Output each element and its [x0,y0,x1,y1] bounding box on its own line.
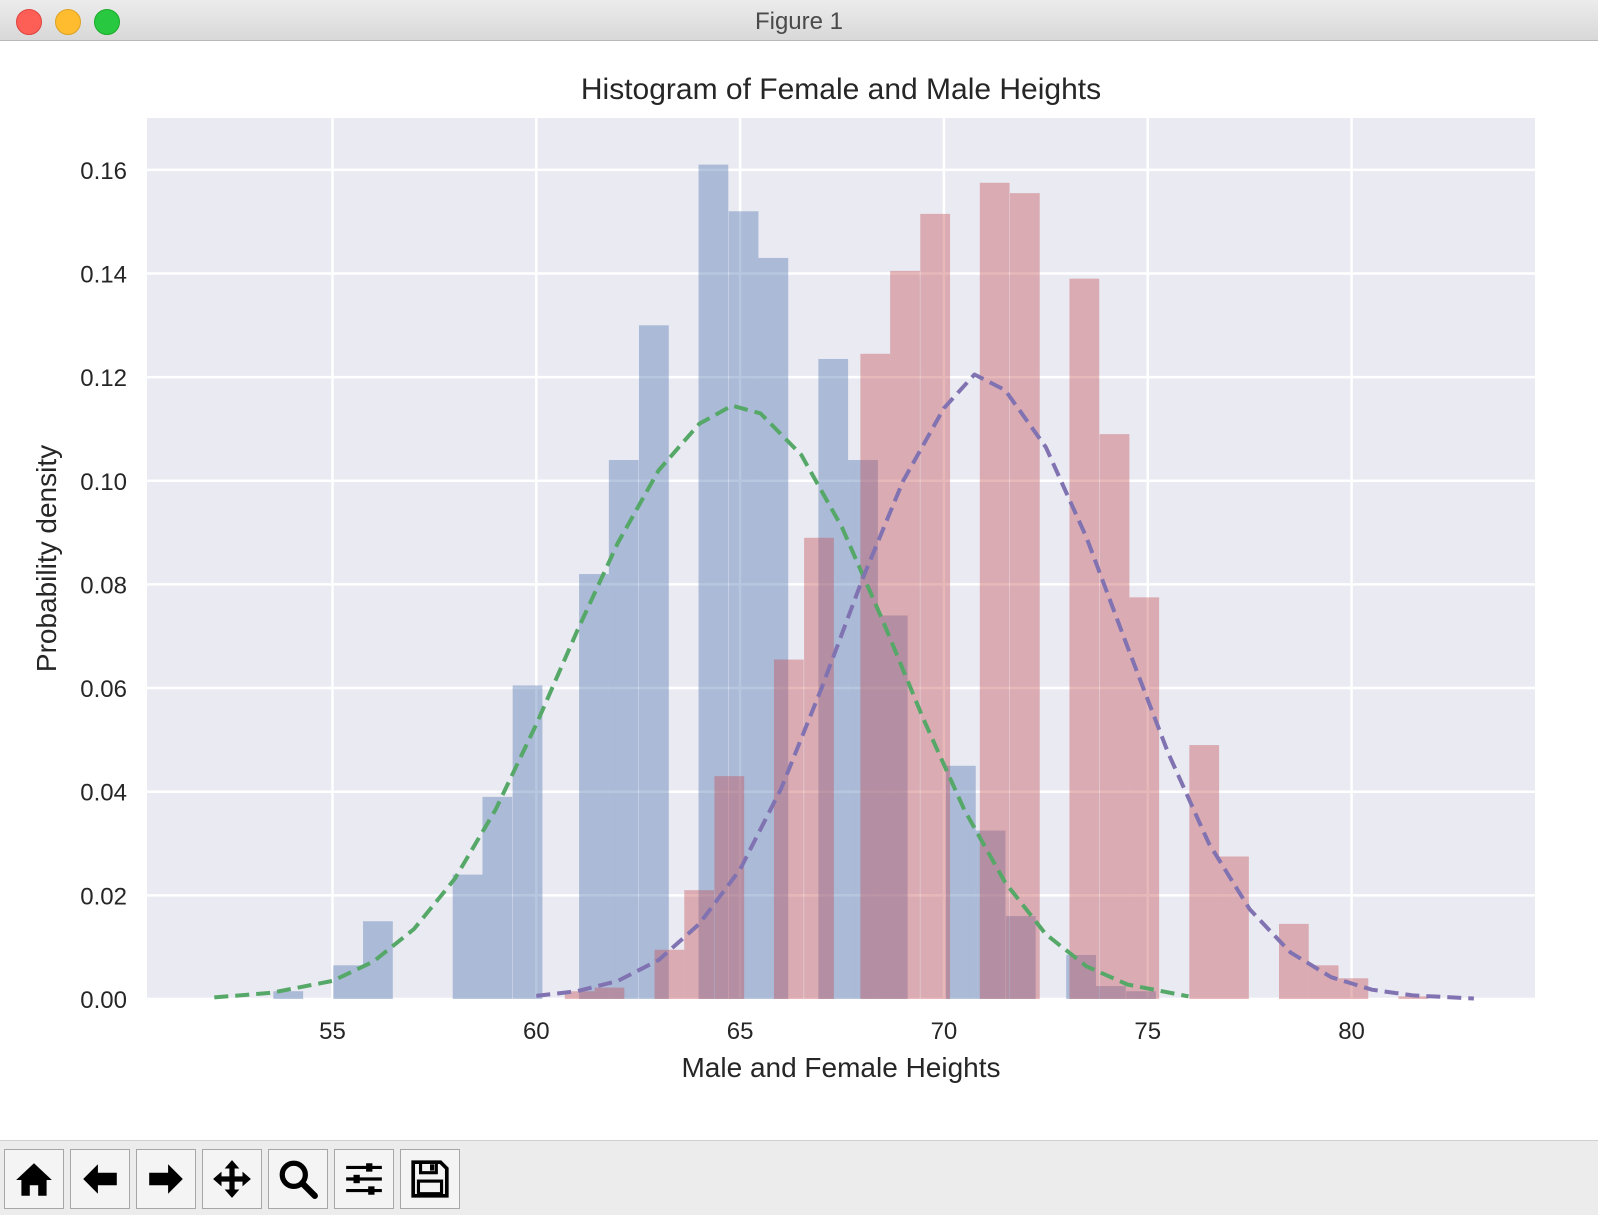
x-tick-label: 75 [1134,1018,1161,1045]
floppy-disk-icon [411,1160,449,1198]
fit-curve-2 [536,372,1475,1001]
x-tick-label: 55 [319,1018,346,1045]
move-icon [213,1160,251,1198]
histogram-bar-2 [1398,996,1429,999]
histogram-chart: 55 60 65 70 75 80 0.00 0.02 0.04 0.06 0.08 0.10 0.12… [31,73,1535,1083]
y-tick-label: 0.00 [80,987,127,1014]
y-tick-label: 0.10 [80,469,127,496]
histogram-bar-1 [1066,954,1096,999]
back-button[interactable] [70,1149,130,1209]
fit-curves [214,372,1475,1001]
histogram-bar-1 [333,965,364,999]
histogram-bar-1 [273,991,304,999]
histogram-bar-1 [482,796,513,999]
histogram-bar-2 [1308,965,1339,999]
x-tick-label: 80 [1338,1018,1365,1045]
histogram-bar-2 [1069,278,1100,999]
histogram-bar-1 [877,615,908,999]
figure-canvas: 55 60 65 70 75 80 0.00 0.02 0.04 0.06 0.08 0.10 0.12… [0,41,1598,1140]
magnifier-icon [279,1160,318,1199]
grid-lines [147,118,1535,1001]
histogram-bar-2 [684,890,715,999]
histogram-bar-2 [564,991,595,999]
window-title: Figure 1 [754,8,844,35]
histogram-bar-1 [758,257,789,999]
histogram-bar-2 [714,776,745,999]
x-tick-label: 70 [931,1018,958,1045]
y-tick-label: 0.14 [80,261,127,288]
home-button[interactable] [4,1149,64,1209]
histogram-bar-2 [1279,923,1309,999]
y-tick-label: 0.16 [80,158,127,185]
forward-button[interactable] [136,1149,196,1209]
arrow-left-icon [83,1164,117,1194]
histogram-bar-1 [698,164,729,999]
chart-title: Histogram of Female and Male Heights [581,73,1101,106]
navigation-toolbar [0,1140,1598,1215]
histogram-bar-2 [1189,745,1220,999]
fit-curve-1 [214,403,1189,1000]
y-tick-label: 0.12 [80,365,127,392]
y-tick-label: 0.02 [80,883,127,910]
histogram-bar-1 [608,460,639,1000]
configure-subplots-button[interactable] [334,1149,394,1209]
histogram-bar-2 [1009,193,1040,1000]
histogram-bar-1 [728,211,759,999]
histogram-bar-1 [1095,986,1126,999]
y-tick-label: 0.06 [80,676,127,703]
histogram-bar-1 [639,325,669,999]
close-window-button[interactable] [16,9,42,35]
zoom-button[interactable] [268,1149,328,1209]
histogram-bar-1 [579,574,609,999]
x-tick-label: 65 [727,1018,754,1045]
home-icon [16,1163,52,1196]
histogram-bar-1 [452,874,483,999]
histogram-bar-2 [979,182,1010,999]
histogram-bar-2 [1099,434,1130,999]
histogram-bar-2 [594,987,625,999]
histogram-bar-2 [804,537,834,999]
arrow-right-icon [149,1164,183,1194]
y-tick-label: 0.04 [80,780,127,807]
histogram-bar-2 [773,659,804,999]
histogram-bar-2 [920,213,951,999]
x-tick-label: 60 [523,1018,550,1045]
y-tick-label: 0.08 [80,572,127,599]
histogram-bar-1 [512,685,543,999]
save-button[interactable] [400,1149,460,1209]
histogram-bar-1 [818,358,849,1000]
histogram-bar-1 [1126,991,1156,999]
sliders-icon [346,1163,382,1195]
histogram-bar-2 [890,270,920,999]
histogram-bar-2 [1129,597,1160,999]
histogram-bar-1 [1005,916,1036,999]
pan-button[interactable] [202,1149,262,1209]
histogram-bar-2 [860,353,891,999]
tick-labels: 55 60 65 70 75 80 0.00 0.02 0.04 0.06 0.08 0.10 0.12… [80,158,1365,1045]
minimize-window-button[interactable] [55,9,81,35]
window-titlebar: Figure 1 [0,0,1598,41]
histogram-bar-2 [1219,856,1249,999]
x-axis-label: Male and Female Heights [681,1052,1000,1083]
y-axis-label: Probability density [31,445,62,672]
plot-area [147,118,1535,999]
maximize-window-button[interactable] [94,9,120,35]
